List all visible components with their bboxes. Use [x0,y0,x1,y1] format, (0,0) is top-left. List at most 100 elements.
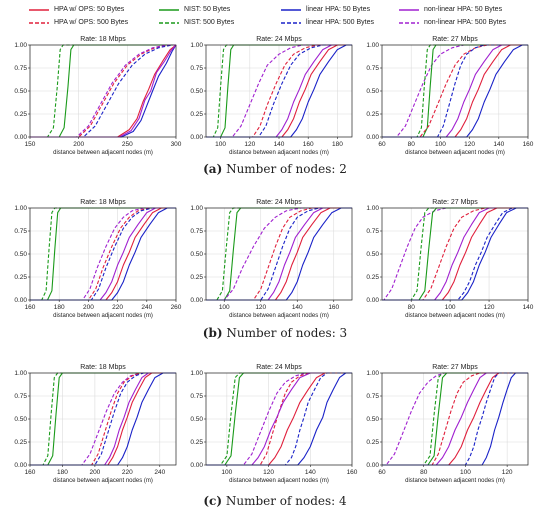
series-line [206,44,352,138]
chart-title: Rate: 27 Mbps [432,364,478,371]
y-tick-label: 0.75 [366,393,379,400]
caption-b: (b) Number of nodes: 3 [202,326,348,340]
y-tick-label: 0.50 [190,416,203,423]
series-line [382,207,528,301]
series-line [206,207,352,301]
series-line [206,44,352,138]
y-tick-label: 0.00 [14,297,27,304]
chart-title: Rate: 18 Mbps [80,199,126,206]
chart-title: Rate: 27 Mbps [432,36,478,43]
legend-item: non-linear HPA: 50 Bytes [398,6,502,13]
y-tick-label: 0.25 [366,111,379,118]
y-tick-label: 1.00 [14,205,27,212]
y-tick-label: 1.00 [14,370,27,377]
series-line [30,207,176,301]
series-line [30,207,176,301]
y-tick-label: 1.00 [190,205,203,212]
y-tick-label: 0.50 [14,416,27,423]
y-tick-label: 0.25 [366,274,379,281]
chart-panel: 0.00 0.25 0.50 0.75 1.00 160 180 200 220 240 Rate:… [14,364,177,484]
x-tick-label: 160 [523,141,534,148]
y-tick-label: 0.00 [366,297,379,304]
y-tick-label: 0.25 [14,274,27,281]
x-tick-label: 160 [25,304,36,311]
y-tick-label: 0.00 [190,134,203,141]
x-tick-label: 260 [171,304,182,311]
y-tick-label: 0.75 [366,65,379,72]
series-line [206,44,352,138]
y-tick-label: 0.50 [14,251,27,258]
y-tick-label: 0.75 [14,228,27,235]
x-axis-label: distance between adjacent nodes (m) [229,313,329,319]
x-axis-label: distance between adjacent nodes (m) [53,150,153,156]
x-tick-label: 100 [219,304,230,311]
caption-a: (a) Number of nodes: 2 [203,162,347,176]
series-line [206,44,352,138]
series-line [382,372,528,466]
x-tick-label: 200 [73,141,84,148]
legend-label: NIST: 50 Bytes [184,6,231,13]
y-tick-label: 0.75 [190,393,203,400]
x-tick-label: 60 [378,141,386,148]
legend-item: NIST: 50 Bytes [158,6,230,13]
series-line [30,44,177,138]
chart-panel: 0.00 0.25 0.50 0.75 1.00 100 120 140 160 Rate: 24… [190,199,353,319]
series-line [382,44,528,138]
series-line [206,372,352,466]
chart-title: Rate: 18 Mbps [80,364,126,371]
x-tick-label: 160 [25,469,36,476]
x-tick-label: 100 [215,141,226,148]
legend-swatch [159,8,179,11]
x-tick-label: 150 [25,141,36,148]
legend-label: non-linear HPA: 500 Bytes [424,19,506,26]
x-tick-label: 100 [221,469,232,476]
x-axis-label: distance between adjacent nodes (m) [405,150,505,156]
chart-title: Rate: 24 Mbps [256,199,302,206]
x-tick-label: 220 [122,469,133,476]
x-tick-label: 140 [274,141,285,148]
legend-item: HPA w/ OPS: 50 Bytes [28,6,124,13]
series-line [206,207,352,301]
x-tick-label: 140 [292,304,303,311]
y-tick-label: 0.25 [190,111,203,118]
y-tick-label: 0.25 [14,111,27,118]
y-tick-label: 0.75 [366,228,379,235]
x-tick-label: 250 [122,141,133,148]
x-tick-label: 180 [57,469,68,476]
y-tick-label: 0.25 [366,439,379,446]
y-tick-label: 0.25 [190,439,203,446]
chart-title: Rate: 18 Mbps [80,36,126,43]
x-tick-label: 60 [378,469,386,476]
x-tick-label: 160 [328,304,339,311]
x-tick-label: 220 [112,304,123,311]
y-tick-label: 1.00 [14,42,27,49]
x-tick-label: 180 [54,304,65,311]
caption-c: (c) Number of nodes: 4 [203,494,347,508]
y-tick-label: 0.25 [190,274,203,281]
legend-swatch [29,8,49,11]
chart-panel: 0.00 0.25 0.50 0.75 1.00 100 120 140 160 180 Rate:… [190,36,353,156]
y-tick-label: 0.75 [190,228,203,235]
y-tick-label: 0.50 [190,88,203,95]
x-tick-label: 140 [523,304,534,311]
chart-title: Rate: 24 Mbps [256,364,302,371]
x-tick-label: 160 [303,141,314,148]
y-tick-label: 1.00 [366,205,379,212]
x-tick-label: 140 [493,141,504,148]
y-tick-label: 0.00 [190,297,203,304]
legend-label: non-linear HPA: 50 Bytes [424,6,503,13]
x-tick-label: 100 [460,469,471,476]
y-tick-label: 0.75 [190,65,203,72]
y-tick-label: 0.50 [366,416,379,423]
y-tick-label: 0.00 [366,462,379,469]
x-tick-label: 200 [83,304,94,311]
x-tick-label: 120 [484,304,495,311]
series-line [206,372,352,466]
series-line [30,44,177,138]
y-tick-label: 1.00 [190,370,203,377]
series-line [382,207,528,301]
series-line [206,207,352,301]
series-line [206,44,352,138]
legend-label: HPA w/ OPS: 500 Bytes [54,19,129,26]
series-line [382,44,528,138]
